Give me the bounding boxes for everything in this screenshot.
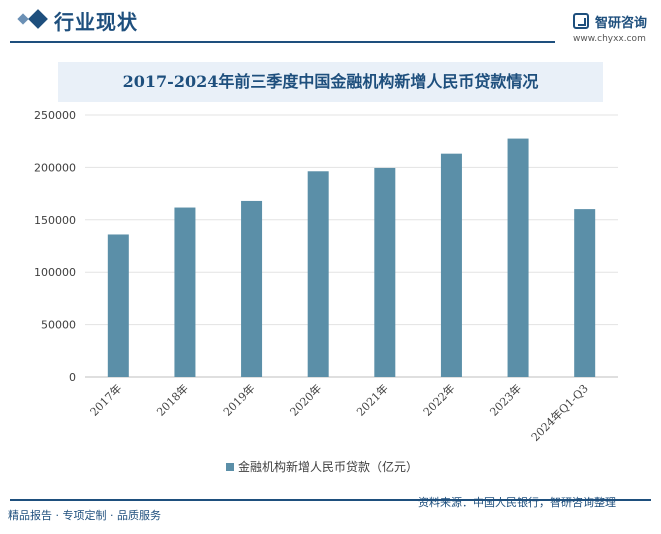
bar [507, 138, 529, 377]
section-title: 行业现状 [54, 10, 138, 34]
footer-tagline: 精品报告 · 专项定制 · 品质服务 [8, 509, 161, 522]
header-divider [10, 41, 555, 43]
x-tick-label: 2023年 [487, 381, 524, 418]
y-tick-label: 100000 [34, 266, 76, 279]
bar [440, 153, 462, 377]
y-tick-label: 150000 [34, 214, 76, 227]
x-tick-label: 2017年 [87, 381, 124, 418]
bar [374, 167, 396, 377]
logo-icon [573, 13, 589, 29]
chart-title: 2017-2024年前三季度中国金融机构新增人民币贷款情况 [122, 72, 539, 91]
bar [107, 234, 129, 377]
source-note: 资料来源：中国人民银行，智研咨询整理 [418, 496, 616, 509]
x-tick-label: 2024年Q1-Q3 [528, 381, 591, 444]
logo-name: 智研咨询 [595, 16, 648, 31]
y-tick-label: 0 [69, 371, 76, 384]
x-tick-label: 2019年 [220, 381, 257, 418]
legend-swatch [226, 463, 234, 471]
y-tick-label: 50000 [41, 319, 76, 332]
y-tick-label: 250000 [34, 109, 76, 122]
legend-label: 金融机构新增人民币贷款（亿元） [238, 459, 418, 474]
x-tick-label: 2022年 [420, 381, 457, 418]
bar [241, 200, 263, 377]
logo-url: www.chyxx.com [573, 34, 646, 44]
bar [574, 209, 596, 377]
bar [307, 171, 329, 377]
bar [174, 207, 196, 377]
footer-divider [10, 499, 651, 501]
x-tick-label: 2021年 [353, 381, 390, 418]
page-header: 行业现状 智研咨询 www.chyxx.com [0, 0, 661, 50]
chart-title-band: 2017-2024年前三季度中国金融机构新增人民币贷款情况 [58, 62, 603, 102]
x-tick-label: 2018年 [154, 381, 191, 418]
x-tick-label: 2020年 [287, 381, 324, 418]
y-tick-label: 200000 [34, 161, 76, 174]
